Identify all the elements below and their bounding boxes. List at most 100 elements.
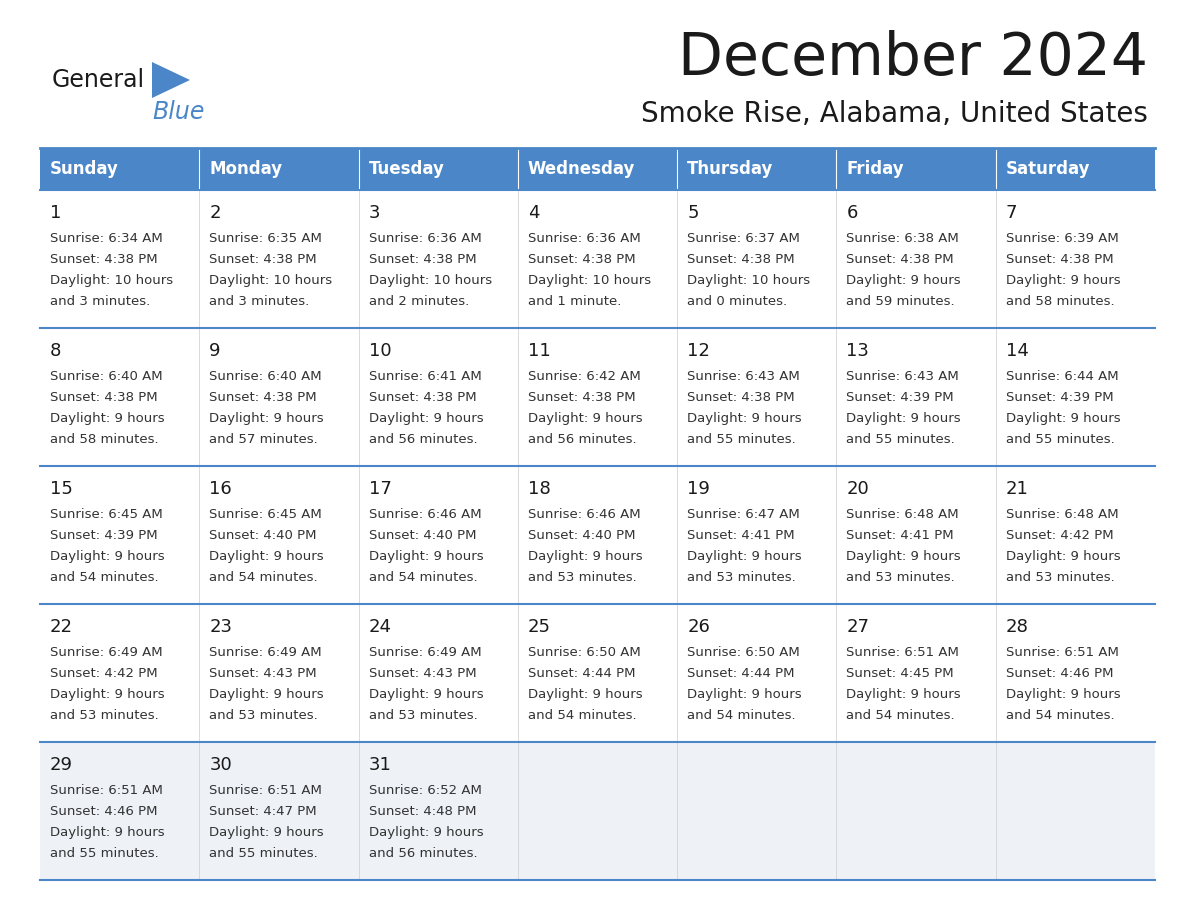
Text: Sunset: 4:38 PM: Sunset: 4:38 PM	[527, 253, 636, 266]
Bar	[996, 148, 1155, 190]
Bar	[40, 604, 1155, 742]
Text: and 54 minutes.: and 54 minutes.	[846, 709, 955, 722]
Text: Sunrise: 6:37 AM: Sunrise: 6:37 AM	[687, 232, 800, 245]
Text: 21: 21	[1006, 480, 1029, 498]
Text: Sunrise: 6:45 AM: Sunrise: 6:45 AM	[50, 508, 163, 521]
Text: Sunset: 4:38 PM: Sunset: 4:38 PM	[687, 391, 795, 404]
Text: Friday: Friday	[846, 160, 904, 178]
Text: 27: 27	[846, 618, 870, 636]
Text: Monday: Monday	[209, 160, 283, 178]
Bar	[40, 328, 1155, 466]
Text: General: General	[52, 68, 145, 92]
Text: 24: 24	[368, 618, 392, 636]
Text: Saturday: Saturday	[1006, 160, 1091, 178]
Text: Sunrise: 6:46 AM: Sunrise: 6:46 AM	[527, 508, 640, 521]
Text: Sunset: 4:43 PM: Sunset: 4:43 PM	[368, 667, 476, 680]
Text: Daylight: 9 hours: Daylight: 9 hours	[527, 550, 643, 563]
Text: Daylight: 9 hours: Daylight: 9 hours	[846, 412, 961, 425]
Text: and 56 minutes.: and 56 minutes.	[368, 433, 478, 446]
Text: and 55 minutes.: and 55 minutes.	[687, 433, 796, 446]
Text: Sunset: 4:38 PM: Sunset: 4:38 PM	[687, 253, 795, 266]
Bar	[40, 466, 1155, 604]
Text: Daylight: 9 hours: Daylight: 9 hours	[50, 688, 165, 701]
Text: and 54 minutes.: and 54 minutes.	[50, 571, 159, 584]
Text: December 2024: December 2024	[678, 30, 1148, 87]
Bar	[677, 148, 836, 190]
Text: 16: 16	[209, 480, 232, 498]
Text: and 53 minutes.: and 53 minutes.	[1006, 571, 1114, 584]
Text: Sunset: 4:38 PM: Sunset: 4:38 PM	[50, 391, 158, 404]
Text: 8: 8	[50, 342, 62, 360]
Text: Wednesday: Wednesday	[527, 160, 636, 178]
Text: Daylight: 10 hours: Daylight: 10 hours	[209, 274, 333, 287]
Text: and 54 minutes.: and 54 minutes.	[527, 709, 637, 722]
Text: Sunset: 4:38 PM: Sunset: 4:38 PM	[527, 391, 636, 404]
Text: Daylight: 9 hours: Daylight: 9 hours	[846, 550, 961, 563]
Bar	[518, 148, 677, 190]
Text: and 54 minutes.: and 54 minutes.	[687, 709, 796, 722]
Text: and 58 minutes.: and 58 minutes.	[50, 433, 159, 446]
Text: Daylight: 10 hours: Daylight: 10 hours	[527, 274, 651, 287]
Text: Daylight: 9 hours: Daylight: 9 hours	[846, 274, 961, 287]
Text: Sunset: 4:45 PM: Sunset: 4:45 PM	[846, 667, 954, 680]
Bar	[40, 742, 1155, 880]
Text: and 56 minutes.: and 56 minutes.	[368, 847, 478, 860]
Text: and 0 minutes.: and 0 minutes.	[687, 295, 788, 308]
Text: 1: 1	[50, 204, 62, 222]
Text: Sunrise: 6:51 AM: Sunrise: 6:51 AM	[209, 784, 322, 797]
Text: Daylight: 9 hours: Daylight: 9 hours	[1006, 550, 1120, 563]
Text: Daylight: 9 hours: Daylight: 9 hours	[209, 688, 324, 701]
Text: 10: 10	[368, 342, 391, 360]
Text: and 53 minutes.: and 53 minutes.	[50, 709, 159, 722]
Text: Daylight: 9 hours: Daylight: 9 hours	[368, 826, 484, 839]
Text: and 55 minutes.: and 55 minutes.	[50, 847, 159, 860]
Text: Sunrise: 6:44 AM: Sunrise: 6:44 AM	[1006, 370, 1118, 383]
Text: Daylight: 9 hours: Daylight: 9 hours	[1006, 412, 1120, 425]
Text: Sunset: 4:47 PM: Sunset: 4:47 PM	[209, 805, 317, 818]
Text: Sunset: 4:46 PM: Sunset: 4:46 PM	[50, 805, 158, 818]
Text: Sunrise: 6:50 AM: Sunrise: 6:50 AM	[687, 646, 800, 659]
Text: Sunset: 4:40 PM: Sunset: 4:40 PM	[368, 529, 476, 542]
Text: and 1 minute.: and 1 minute.	[527, 295, 621, 308]
Text: 28: 28	[1006, 618, 1029, 636]
Text: Sunset: 4:38 PM: Sunset: 4:38 PM	[1006, 253, 1113, 266]
Text: Sunrise: 6:47 AM: Sunrise: 6:47 AM	[687, 508, 800, 521]
Text: 14: 14	[1006, 342, 1029, 360]
Text: 2: 2	[209, 204, 221, 222]
Text: Sunrise: 6:40 AM: Sunrise: 6:40 AM	[50, 370, 163, 383]
Text: Daylight: 9 hours: Daylight: 9 hours	[527, 412, 643, 425]
Text: 17: 17	[368, 480, 392, 498]
Text: Sunset: 4:42 PM: Sunset: 4:42 PM	[50, 667, 158, 680]
Text: and 2 minutes.: and 2 minutes.	[368, 295, 469, 308]
Text: Sunrise: 6:52 AM: Sunrise: 6:52 AM	[368, 784, 481, 797]
Bar	[200, 148, 359, 190]
Text: Sunrise: 6:36 AM: Sunrise: 6:36 AM	[368, 232, 481, 245]
Text: Daylight: 9 hours: Daylight: 9 hours	[1006, 274, 1120, 287]
Text: and 3 minutes.: and 3 minutes.	[209, 295, 310, 308]
Text: Daylight: 9 hours: Daylight: 9 hours	[209, 412, 324, 425]
Text: 20: 20	[846, 480, 870, 498]
Bar	[40, 148, 200, 190]
Text: 11: 11	[527, 342, 550, 360]
Text: and 3 minutes.: and 3 minutes.	[50, 295, 150, 308]
Text: and 58 minutes.: and 58 minutes.	[1006, 295, 1114, 308]
Text: Sunrise: 6:40 AM: Sunrise: 6:40 AM	[209, 370, 322, 383]
Text: Sunrise: 6:49 AM: Sunrise: 6:49 AM	[50, 646, 163, 659]
Text: Daylight: 9 hours: Daylight: 9 hours	[50, 412, 165, 425]
Text: Daylight: 9 hours: Daylight: 9 hours	[209, 826, 324, 839]
Text: Sunday: Sunday	[50, 160, 119, 178]
Text: Daylight: 9 hours: Daylight: 9 hours	[368, 412, 484, 425]
Text: and 56 minutes.: and 56 minutes.	[527, 433, 637, 446]
Text: Sunset: 4:38 PM: Sunset: 4:38 PM	[368, 391, 476, 404]
Text: and 53 minutes.: and 53 minutes.	[846, 571, 955, 584]
Text: 5: 5	[687, 204, 699, 222]
Text: Sunset: 4:39 PM: Sunset: 4:39 PM	[50, 529, 158, 542]
Text: Sunrise: 6:35 AM: Sunrise: 6:35 AM	[209, 232, 322, 245]
Bar	[359, 148, 518, 190]
Text: Sunset: 4:42 PM: Sunset: 4:42 PM	[1006, 529, 1113, 542]
Text: 6: 6	[846, 204, 858, 222]
Text: Sunset: 4:46 PM: Sunset: 4:46 PM	[1006, 667, 1113, 680]
Text: Sunrise: 6:51 AM: Sunrise: 6:51 AM	[1006, 646, 1119, 659]
Text: Sunset: 4:39 PM: Sunset: 4:39 PM	[1006, 391, 1113, 404]
Text: Sunset: 4:43 PM: Sunset: 4:43 PM	[209, 667, 317, 680]
